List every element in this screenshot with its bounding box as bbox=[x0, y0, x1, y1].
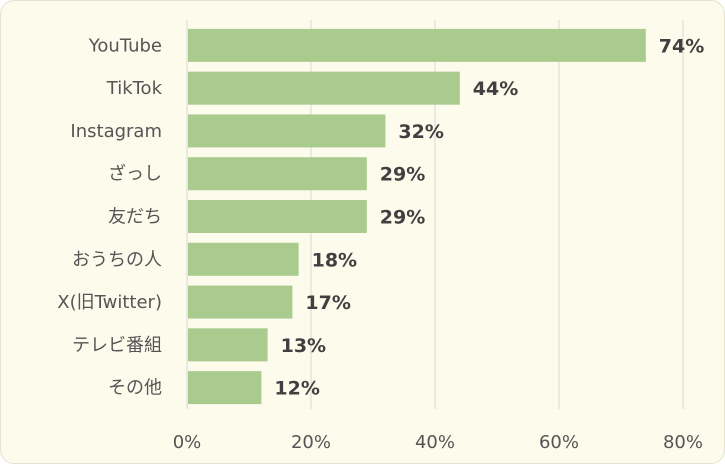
x-tick-label: 40% bbox=[415, 432, 455, 453]
category-label: YouTube bbox=[88, 35, 162, 56]
x-tick-label: 60% bbox=[539, 432, 579, 453]
value-label: 17% bbox=[305, 292, 350, 314]
value-labels: 74% 44% 32% 29% 29% 18% 17% 13% 12% bbox=[274, 35, 704, 399]
bar bbox=[188, 157, 367, 191]
value-label: 29% bbox=[380, 164, 425, 186]
x-tick-label: 0% bbox=[173, 432, 202, 453]
x-tick-labels: 0% 20% 40% 60% 80% bbox=[173, 432, 703, 453]
category-label: テレビ番組 bbox=[72, 335, 162, 356]
bars bbox=[188, 28, 646, 405]
category-label: 友だち bbox=[108, 207, 162, 228]
value-label: 12% bbox=[274, 378, 319, 400]
bar bbox=[188, 28, 646, 62]
bar bbox=[188, 371, 262, 405]
x-tick-label: 80% bbox=[663, 432, 703, 453]
category-label: TikTok bbox=[106, 78, 163, 99]
value-label: 29% bbox=[380, 207, 425, 229]
value-label: 18% bbox=[312, 249, 357, 271]
category-label: X(旧Twitter) bbox=[57, 292, 162, 313]
bar bbox=[188, 200, 367, 233]
value-label: 44% bbox=[473, 78, 518, 100]
bar bbox=[188, 285, 293, 319]
value-label: 13% bbox=[281, 335, 326, 357]
x-tick-label: 20% bbox=[291, 432, 331, 453]
bar bbox=[188, 328, 268, 362]
value-label: 74% bbox=[659, 35, 704, 57]
bar bbox=[188, 114, 386, 148]
category-label: Instagram bbox=[70, 121, 162, 142]
category-label: その他 bbox=[108, 378, 162, 399]
bar bbox=[188, 242, 299, 276]
bar bbox=[188, 71, 460, 105]
category-label: おうちの人 bbox=[72, 249, 162, 270]
category-label: ざっし bbox=[108, 163, 162, 185]
value-label: 32% bbox=[398, 121, 443, 143]
